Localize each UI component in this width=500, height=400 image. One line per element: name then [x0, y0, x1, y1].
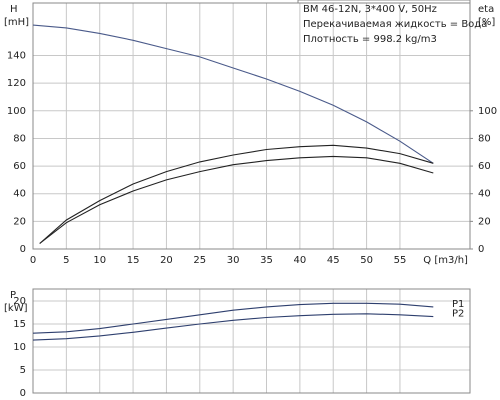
x-tick-label: 0: [30, 255, 36, 266]
x-tick-label: 35: [260, 255, 273, 266]
x-tick-label: 15: [127, 255, 140, 266]
plot-frame: [32, 2, 471, 250]
y2-tick-label: 0: [478, 244, 484, 255]
info-line: Перекачиваемая жидкость = Вода: [303, 19, 487, 30]
y-tick-label: 0: [20, 388, 26, 399]
curve: [32, 24, 434, 164]
y-tick-label: 5: [20, 365, 26, 376]
x-tick-label: 5: [63, 255, 69, 266]
y-tick-label: 40: [13, 189, 26, 200]
info-line: BM 46-12N, 3*400 V, 50Hz: [303, 4, 437, 15]
plot-area: [33, 3, 470, 249]
y2-axis-label: eta: [478, 4, 494, 15]
y-axis-label: P: [10, 290, 16, 301]
curve: [32, 302, 434, 334]
curve: [39, 144, 434, 244]
y-tick-label: 120: [7, 78, 26, 89]
y2-tick-label: 40: [478, 189, 491, 200]
x-tick-label: 40: [294, 255, 307, 266]
y2-tick-label: 20: [478, 216, 491, 227]
plot-area: [33, 289, 470, 393]
legend-label: P2: [452, 309, 464, 320]
curve: [39, 155, 434, 244]
y-tick-label: 15: [13, 319, 26, 330]
legend-label: P1: [452, 299, 464, 310]
y-tick-label: 140: [7, 51, 26, 62]
x-tick-label: 50: [360, 255, 373, 266]
y2-axis-unit: [%]: [478, 17, 495, 28]
info-line: Плотность = 998.2 kg/m3: [303, 34, 437, 45]
y-tick-label: 100: [7, 106, 26, 117]
y-tick-label: 0: [20, 244, 26, 255]
y2-tick-label: 60: [478, 161, 491, 172]
y-tick-label: 60: [13, 161, 26, 172]
x-tick-label: 45: [327, 255, 340, 266]
curve: [32, 313, 434, 341]
x-tick-label: 10: [93, 255, 106, 266]
x-tick-label: 25: [193, 255, 206, 266]
x-tick-label: 20: [160, 255, 173, 266]
y-tick-label: 10: [13, 342, 26, 353]
y2-tick-label: 80: [478, 133, 491, 144]
y-axis-unit: [kW]: [4, 303, 28, 314]
x-tick-label: 55: [394, 255, 407, 266]
y-axis-unit: [mH]: [4, 17, 29, 28]
x-tick-label: 30: [227, 255, 240, 266]
x-axis-label: Q [m3/h]: [423, 255, 468, 266]
y-tick-label: 20: [13, 296, 26, 307]
y-axis-label: H: [10, 4, 18, 15]
y-tick-label: 20: [13, 216, 26, 227]
plot-frame: [32, 288, 471, 394]
y2-tick-label: 100: [478, 106, 497, 117]
y-tick-label: 80: [13, 133, 26, 144]
